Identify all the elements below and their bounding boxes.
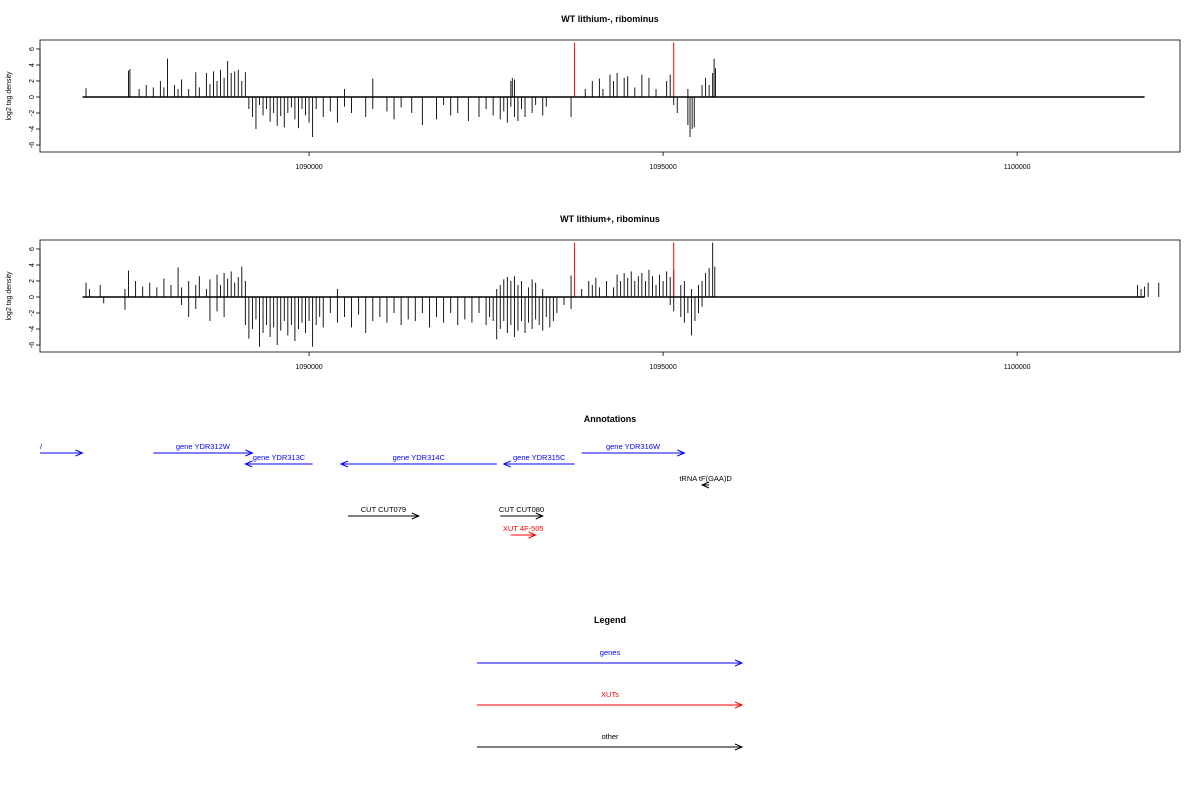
panel-title: WT lithium-, ribominus xyxy=(561,14,659,24)
legend-label: XUTs xyxy=(601,690,619,699)
y-tick-label: 2 xyxy=(29,279,36,283)
feature-arrow-head xyxy=(677,449,686,457)
y-tick-label: -4 xyxy=(29,326,36,332)
legend-panel: Legend genes XUTs other xyxy=(477,615,744,751)
x-tick-label: 1095000 xyxy=(649,164,676,171)
y-axis: 6 4 2 0 -2 -4 -6 xyxy=(29,47,41,148)
feature-arrow-head xyxy=(244,460,253,468)
legend-arrow-head xyxy=(734,701,744,709)
feature-label: / xyxy=(40,442,43,451)
feature-label: gene YDR315C xyxy=(513,453,566,462)
feature-label: CUT CUT080 xyxy=(499,505,544,514)
track-panel-lithium-minus: WT lithium-, ribominus log2 tag density … xyxy=(6,14,1181,171)
y-tick-label: 0 xyxy=(29,95,36,99)
legend-label: other xyxy=(601,732,619,741)
legend-items: genes XUTs other xyxy=(477,648,744,751)
plot-frame xyxy=(39,239,1181,353)
x-tick-label: 1100000 xyxy=(1004,164,1031,171)
y-tick-label: -6 xyxy=(29,142,36,148)
feature-arrow-head xyxy=(535,512,545,520)
x-tick-label: 1100000 xyxy=(1004,364,1031,371)
y-tick-label: -4 xyxy=(29,126,36,132)
feature-label: gene YDR316W xyxy=(606,442,661,451)
feature-arrow-head xyxy=(700,481,710,489)
legend-title: Legend xyxy=(594,615,626,625)
x-tick-label: 1090000 xyxy=(295,164,322,171)
annotations-title: Annotations xyxy=(584,414,637,424)
y-tick-label: 6 xyxy=(29,47,36,51)
feature-label: gene YDR314C xyxy=(393,453,446,462)
y-tick-label: -6 xyxy=(29,342,36,348)
track-panel-lithium-plus: WT lithium+, ribominus log2 tag density … xyxy=(6,214,1181,371)
x-axis: 1090000 1095000 1100000 xyxy=(295,352,1031,371)
x-tick-label: 1095000 xyxy=(649,364,676,371)
panel-title: WT lithium+, ribominus xyxy=(560,214,660,224)
y-tick-label: -2 xyxy=(29,310,36,316)
y-tick-label: 4 xyxy=(29,263,36,267)
feature-label: gene YDR312W xyxy=(176,442,231,451)
feature-label: tRNA tF(GAA)D xyxy=(679,474,732,483)
x-tick-label: 1090000 xyxy=(295,364,322,371)
y-tick-label: -2 xyxy=(29,110,36,116)
feature-arrow-head xyxy=(502,460,511,468)
annotation-features: / gene YDR312W gene YDR313C gene YDR314C gen… xyxy=(40,442,732,539)
coverage-bars xyxy=(82,42,1145,137)
y-axis-label: log2 tag density xyxy=(6,271,13,321)
legend-arrow-head xyxy=(734,743,744,751)
feature-arrow-head xyxy=(528,531,537,539)
legend-arrow-head xyxy=(734,659,744,667)
feature-label: gene YDR313C xyxy=(253,453,306,462)
feature-arrow-head xyxy=(411,512,421,520)
annotations-panel: Annotations / gene YDR312W gene YDR313C gen… xyxy=(40,414,732,539)
coverage-bars xyxy=(82,242,1160,347)
y-tick-label: 0 xyxy=(29,295,36,299)
x-axis: 1090000 1095000 1100000 xyxy=(295,152,1031,171)
feature-label: CUT CUT079 xyxy=(361,505,406,514)
y-tick-label: 2 xyxy=(29,79,36,83)
y-axis-label: log2 tag density xyxy=(6,71,13,121)
feature-label: XUT 4F-505 xyxy=(503,524,544,533)
y-tick-label: 4 xyxy=(29,63,36,67)
legend-label: genes xyxy=(600,648,621,657)
y-tick-label: 6 xyxy=(29,247,36,251)
feature-arrow-head xyxy=(75,449,84,457)
feature-arrow-head xyxy=(339,460,349,468)
feature-arrow-head xyxy=(245,449,254,457)
y-axis: 6 4 2 0 -2 -4 -6 xyxy=(29,247,41,348)
